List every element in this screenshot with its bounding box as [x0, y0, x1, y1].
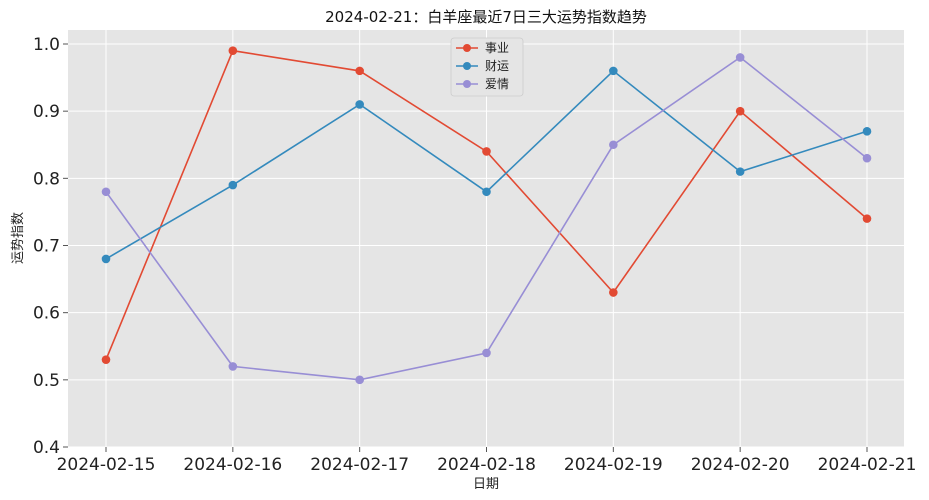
x-tick-label: 2024-02-20	[691, 455, 790, 475]
x-axis-label: 日期	[473, 477, 499, 492]
data-point-财运	[735, 167, 745, 176]
data-point-事业	[862, 214, 872, 223]
data-point-财运	[862, 127, 872, 136]
x-tick-label: 2024-02-18	[437, 455, 536, 475]
x-tick-label: 2024-02-15	[57, 455, 156, 475]
x-tick-label: 2024-02-17	[310, 455, 409, 475]
data-point-事业	[101, 355, 111, 364]
data-point-事业	[609, 288, 618, 297]
data-point-财运	[609, 66, 618, 76]
y-tick-label: 0.9	[33, 102, 60, 122]
legend-label: 财运	[485, 59, 509, 73]
data-point-爱情	[609, 140, 618, 150]
y-tick-label: 0.8	[33, 169, 60, 189]
legend-swatch-marker	[463, 44, 471, 52]
legend-label: 事业	[485, 41, 509, 55]
legend-label: 爱情	[485, 77, 509, 91]
y-tick-label: 0.7	[33, 237, 60, 257]
legend-swatch-marker	[463, 62, 471, 70]
x-tick-label: 2024-02-16	[183, 455, 282, 475]
x-tick-label: 2024-02-19	[564, 455, 663, 475]
data-point-爱情	[355, 375, 364, 385]
x-tick-label: 2024-02-21	[818, 455, 917, 475]
data-point-财运	[228, 180, 238, 190]
data-point-事业	[482, 147, 491, 156]
data-point-爱情	[735, 53, 745, 62]
data-point-事业	[355, 66, 364, 76]
y-axis-label: 运势指数	[10, 212, 26, 264]
data-point-爱情	[482, 348, 491, 358]
data-point-财运	[482, 187, 491, 197]
legend-swatch-marker	[463, 80, 471, 88]
y-tick-label: 0.4	[33, 438, 60, 458]
data-point-事业	[228, 46, 238, 56]
y-tick-label: 0.6	[33, 304, 60, 324]
y-tick-label: 1.0	[33, 35, 60, 55]
chart-title: 2024-02-21：白羊座最近7日三大运势指数趋势	[325, 8, 647, 26]
data-point-财运	[101, 254, 111, 264]
data-point-爱情	[101, 187, 111, 197]
data-point-爱情	[228, 362, 238, 371]
y-tick-label: 0.5	[33, 371, 60, 391]
ticks: 0.4 0.5 0.6 0.7 0.8 0.9 1.0 2024-02-15 2024-02-1…	[33, 35, 916, 475]
data-point-财运	[355, 100, 364, 109]
data-point-爱情	[862, 153, 872, 163]
series-layer	[101, 46, 872, 385]
data-point-事业	[735, 106, 745, 116]
